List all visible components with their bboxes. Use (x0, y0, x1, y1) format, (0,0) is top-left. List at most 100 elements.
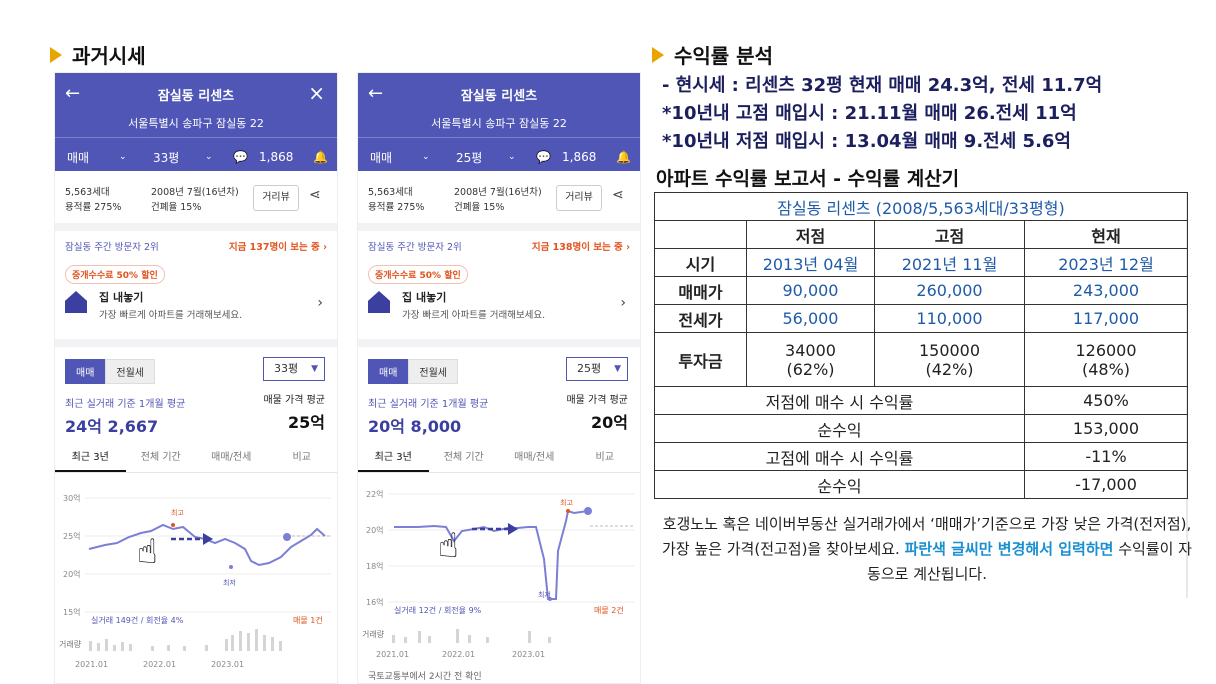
trade-low[interactable]: 90,000 (746, 276, 875, 305)
hand-pointer-icon: ☝ (137, 532, 158, 572)
trade-segment: 매매 전월세 (368, 359, 459, 384)
tab-trade-rent[interactable]: 매매/전세 (514, 452, 555, 463)
row-label-jeonse: 전세가 (654, 304, 747, 333)
chevron-down-icon: ⌄ (508, 152, 516, 162)
row-label-period: 시기 (654, 248, 747, 277)
invest-high-pct: (42%) (925, 359, 974, 379)
trade-type-select[interactable]: 매매 (67, 150, 90, 165)
jeonse-now[interactable]: 117,000 (1024, 304, 1188, 333)
house-icon (368, 291, 390, 313)
ask-value: 20억 (591, 413, 628, 432)
invest-low: 34000 (785, 340, 836, 360)
triangle-bullet-icon (50, 46, 62, 63)
tab-all[interactable]: 전체 기간 (140, 452, 181, 463)
watching-now: 지금 137명이 보는 중 › (228, 242, 327, 253)
invest-now: 126000 (1075, 340, 1137, 360)
avg-label: 최근 실거래 기준 1개월 평균 (65, 399, 186, 410)
comment-icon: 💬 (536, 150, 551, 164)
price-chart: 30억 25억 20억 15억 최고 최저 ☝ 실거래 149건 / 회전율 4… (59, 493, 331, 669)
sell-home-banner[interactable]: 집 내놓기 가장 빠르게 아파트를 거래해보세요. › (65, 287, 327, 331)
period-now[interactable]: 2023년 12월 (1024, 248, 1188, 277)
trade-segment: 매매 전월세 (65, 359, 156, 384)
info-row: 5,563세대 용적률 275% 2008년 7월(16년차) 건폐율 15% 거리… (55, 177, 337, 223)
tab-all[interactable]: 전체 기간 (443, 452, 484, 463)
x-tick: 2023.01 (211, 660, 244, 669)
volume-label: 거래량 (362, 629, 385, 639)
ask-value: 25억 (288, 413, 325, 432)
tab-3y[interactable]: 최근 3년 (55, 445, 126, 472)
visitor-rank[interactable]: 잠실동 주간 방문자 2위 지금 137명이 보는 중 › (65, 239, 327, 253)
share-icon[interactable]: ⋖ (309, 187, 321, 203)
app-header: ← 잠실동 리센츠 서울특별시 송파구 잠실동 22 매매 ⌄ 25평 ⌄ 💬 … (358, 73, 640, 171)
size-dropdown[interactable]: 25평 ▼ (566, 357, 628, 381)
street-view-button[interactable]: 거리뷰 (253, 185, 299, 211)
segment-rent[interactable]: 전월세 (408, 359, 459, 384)
period-high[interactable]: 2021년 11월 (874, 248, 1025, 277)
left-section-title: 과거시세 (50, 40, 146, 69)
segment-rent[interactable]: 전월세 (105, 359, 156, 384)
back-arrow-icon[interactable]: ← (368, 83, 384, 104)
share-icon[interactable]: ⋖ (612, 187, 624, 203)
comment-count[interactable]: 1,868 (259, 150, 294, 164)
ask-label: 매물 가격 평균 (566, 395, 628, 406)
trade-type-select[interactable]: 매매 (370, 150, 393, 165)
return-calculator: 잠실동 리센츠 (2008/5,563세대/33평형) 저점 고점 현재 시기 … (654, 192, 1188, 502)
high-profit-value: -17,000 (1024, 470, 1188, 499)
avg-value: 24억 2,667 (65, 417, 159, 436)
low-mark: 최저 (223, 578, 236, 587)
tab-compare[interactable]: 비교 (595, 452, 614, 463)
street-view-button[interactable]: 거리뷰 (556, 185, 602, 211)
hand-pointer-icon: ☝ (438, 526, 459, 566)
jeonse-high[interactable]: 110,000 (874, 304, 1025, 333)
phone-panel-25: ← 잠실동 리센츠 서울특별시 송파구 잠실동 22 매매 ⌄ 25평 ⌄ 💬 … (357, 72, 641, 684)
size-dropdown[interactable]: 33평 ▼ (263, 357, 325, 381)
tab-compare[interactable]: 비교 (292, 452, 311, 463)
households: 5,563세대 (65, 187, 110, 198)
comment-count[interactable]: 1,868 (562, 150, 597, 164)
col-low: 저점 (746, 220, 875, 249)
period-tabs: 최근 3년 전체 기간 매매/전세 비교 (358, 445, 640, 473)
tab-trade-rent[interactable]: 매매/전세 (211, 452, 252, 463)
built-year: 2008년 7월(16년차) (454, 187, 542, 198)
app-header: ← 잠실동 리센츠 × 서울특별시 송파구 잠실동 22 매매 ⌄ 33평 ⌄ … (55, 73, 337, 171)
back-arrow-icon[interactable]: ← (65, 83, 81, 104)
data-source-note: 국토교통부에서 2시간 전 확인 (368, 672, 482, 682)
close-icon[interactable]: × (308, 81, 325, 105)
listing-count: 매물 1건 (293, 615, 323, 625)
high-return-value: -11% (1024, 442, 1188, 471)
low-profit-value: 153,000 (1024, 414, 1188, 443)
summary-line: - 현시세 : 리센츠 32평 현재 매매 24.3억, 전세 11.7억 (662, 75, 1103, 96)
tab-3y[interactable]: 최근 3년 (358, 445, 429, 472)
instruction-note: 호갱노노 혹은 네이버부동산 실거래가에서 ‘매매가’기준으로 가장 낮은 가격… (662, 515, 1192, 583)
summary-line: *10년내 저점 매입시 : 13.04월 매매 9.전세 5.6억 (662, 131, 1071, 152)
size-select[interactable]: 25평 (456, 150, 483, 165)
row-label-invest: 투자금 (654, 332, 747, 387)
high-mark: 최고 (560, 498, 573, 507)
period-tabs: 최근 3년 전체 기간 매매/전세 비교 (55, 445, 337, 473)
segment-trade[interactable]: 매매 (65, 359, 106, 384)
y-tick: 20억 (63, 569, 81, 579)
y-tick: 22억 (366, 489, 384, 499)
trade-high[interactable]: 260,000 (874, 276, 1025, 305)
sell-home-banner[interactable]: 집 내놓기 가장 빠르게 아파트를 거래해보세요. › (368, 287, 630, 331)
chevron-right-icon: › (620, 295, 626, 311)
invest-low-pct: (62%) (786, 359, 835, 379)
y-tick: 20억 (366, 525, 384, 535)
apartment-title: 잠실동 리센츠 (157, 89, 235, 104)
trade-count: 실거래 12건 / 회전율 9% (394, 605, 482, 615)
floor-ratio: 용적률 275% (368, 202, 425, 213)
x-tick: 2022.01 (143, 660, 176, 669)
trade-now[interactable]: 243,000 (1024, 276, 1188, 305)
segment-trade[interactable]: 매매 (368, 359, 409, 384)
caret-down-icon: ▼ (311, 364, 318, 374)
info-row: 5,563세대 용적률 275% 2008년 7월(16년차) 건폐율 15% 거리… (358, 177, 640, 223)
size-select[interactable]: 33평 (153, 150, 180, 165)
visitor-rank[interactable]: 잠실동 주간 방문자 2위 지금 138명이 보는 중 › (368, 239, 630, 253)
summary-line: *10년내 고점 매입시 : 21.11월 매매 26.전세 11억 (662, 103, 1077, 124)
period-low[interactable]: 2013년 04월 (746, 248, 875, 277)
col-now: 현재 (1024, 220, 1188, 249)
bell-icon[interactable]: 🔔 (313, 150, 328, 164)
bell-icon[interactable]: 🔔 (616, 150, 631, 164)
chevron-down-icon: ⌄ (205, 152, 213, 162)
jeonse-low[interactable]: 56,000 (746, 304, 875, 333)
